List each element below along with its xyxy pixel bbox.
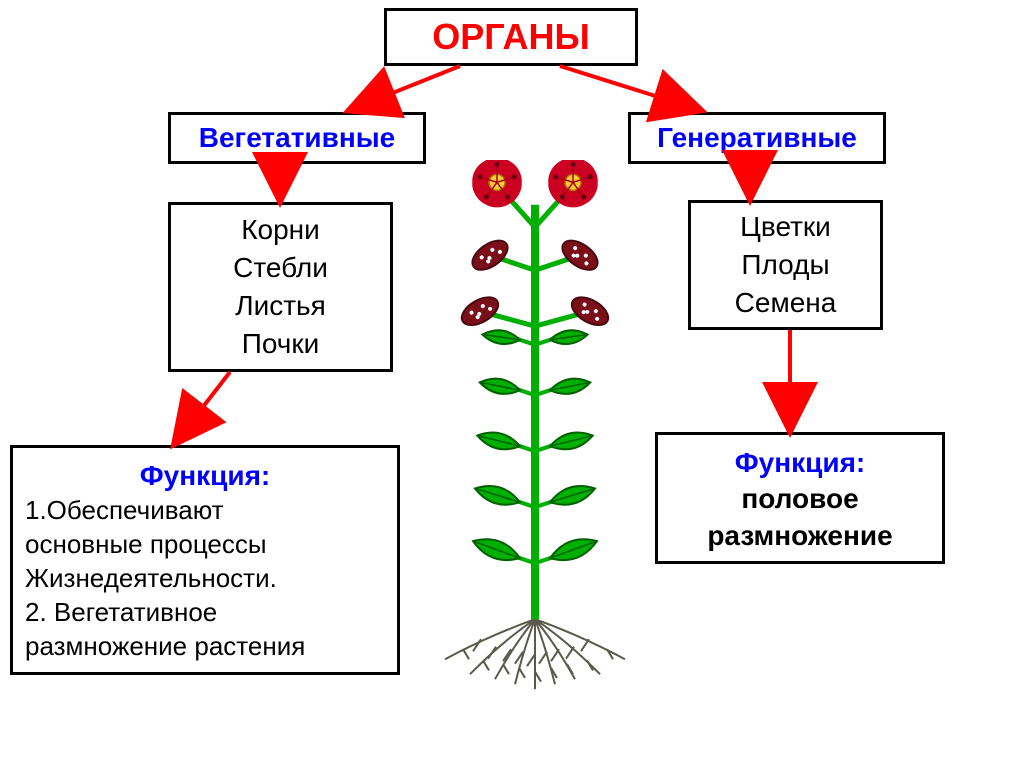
left-label-text: Вегетативные [199, 122, 395, 154]
left-label-box: Вегетативные [168, 112, 426, 164]
func-line: 1.Обеспечивают [25, 494, 385, 528]
left-items-box: КорниСтеблиЛистьяПочки [168, 202, 393, 372]
list-item: Плоды [741, 246, 829, 284]
func-line: Жизнедеятельности. [25, 562, 385, 596]
left-func-box: Функция:1.Обеспечиваютосновные процессыЖ… [10, 445, 400, 675]
title-box: ОРГАНЫ [384, 8, 638, 66]
right-label-text: Генеративные [657, 122, 857, 154]
right-items-box: ЦветкиПлодыСемена [688, 200, 883, 330]
right-func-box: Функция:половоеразмножение [655, 432, 945, 564]
list-item: Листья [235, 287, 326, 325]
plant-illustration [400, 160, 670, 720]
list-item: Стебли [233, 249, 328, 287]
func-line: основные процессы [25, 528, 385, 562]
func-line: размножение растения [25, 630, 385, 664]
func-line: половое [670, 481, 930, 517]
title-text: ОРГАНЫ [432, 16, 589, 58]
list-item: Цветки [740, 208, 831, 246]
list-item: Корни [241, 211, 320, 249]
list-item: Семена [735, 284, 837, 322]
func-heading: Функция: [25, 458, 385, 494]
func-line: 2. Вегетативное [25, 596, 385, 630]
func-line: размножение [670, 518, 930, 554]
list-item: Почки [242, 325, 320, 363]
right-label-box: Генеративные [628, 112, 886, 164]
func-heading: Функция: [670, 445, 930, 481]
